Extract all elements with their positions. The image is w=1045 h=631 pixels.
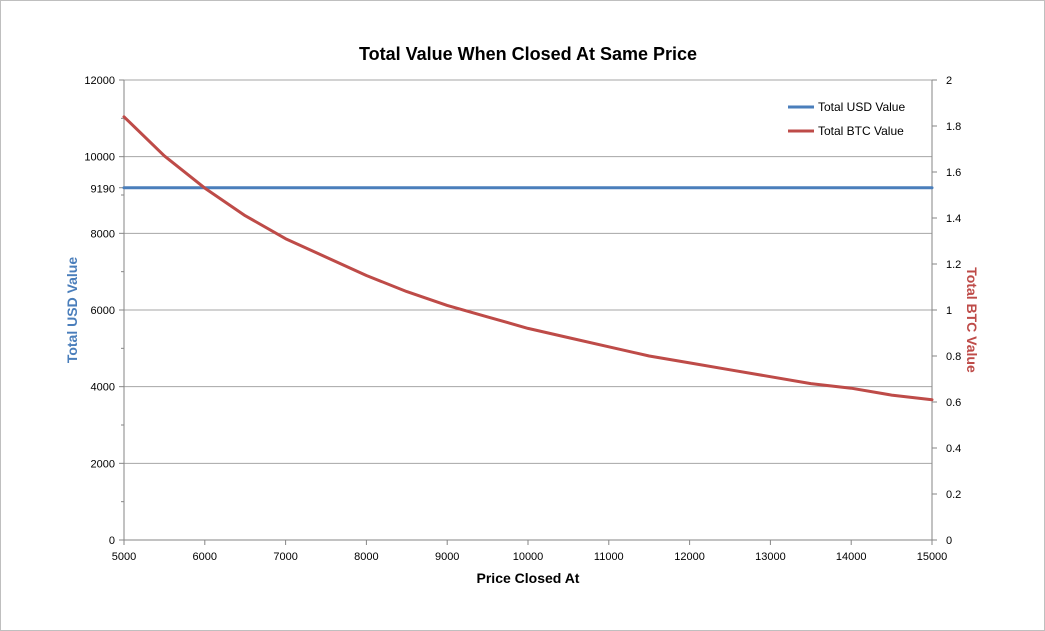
btc-value-line [122,115,934,402]
right-y-axis-ticks: 0 0.2 0.4 0.6 0.8 1 1.2 1.4 1.6 1.8 2 [932,75,961,547]
x-tick-label: 10000 [513,551,544,563]
right-tick-label: 1.6 [946,167,961,179]
left-tick-label: 8000 [91,228,115,240]
left-special-tick-label: 9190 [91,184,115,196]
legend-btc-label: Total BTC Value [818,124,904,138]
right-tick-label: 0.4 [946,443,961,455]
left-y-axis-ticks: 0 2000 4000 6000 8000 10000 12000 9190 [84,75,124,547]
x-tick-label: 15000 [917,551,948,563]
left-y-axis-label: Total USD Value [64,257,80,364]
right-tick-label: 1 [946,305,952,317]
right-tick-label: 0 [946,535,952,547]
right-tick-label: 0.2 [946,489,961,501]
right-y-axis-label: Total BTC Value [964,267,980,373]
x-tick-label: 14000 [836,551,867,563]
right-tick-label: 0.8 [946,351,961,363]
legend: Total USD Value Total BTC Value [788,100,905,138]
left-tick-label: 0 [109,535,115,547]
right-tick-label: 2 [946,75,952,87]
left-tick-label: 2000 [91,458,115,470]
x-tick-label: 6000 [193,551,217,563]
right-tick-label: 1.2 [946,259,961,271]
legend-usd-label: Total USD Value [818,100,905,114]
x-axis-ticks: 5000 6000 7000 8000 9000 10000 11000 12000 13000… [112,540,948,563]
x-tick-label: 7000 [273,551,297,563]
x-tick-label: 8000 [354,551,378,563]
right-tick-label: 1.8 [946,121,961,133]
right-tick-label: 1.4 [946,213,961,225]
x-tick-label: 12000 [674,551,705,563]
left-tick-label: 12000 [84,75,115,87]
left-tick-label: 10000 [84,152,115,164]
x-tick-label: 9000 [435,551,459,563]
x-axis-label: Price Closed At [477,570,580,586]
x-tick-label: 13000 [755,551,786,563]
left-tick-label: 6000 [91,305,115,317]
x-tick-label: 5000 [112,551,136,563]
gridlines [124,79,932,464]
series-lines [122,115,934,402]
x-tick-label: 11000 [594,551,624,563]
chart-title: Total Value When Closed At Same Price [359,44,697,64]
left-tick-label: 4000 [91,382,115,394]
right-tick-label: 0.6 [946,397,961,409]
